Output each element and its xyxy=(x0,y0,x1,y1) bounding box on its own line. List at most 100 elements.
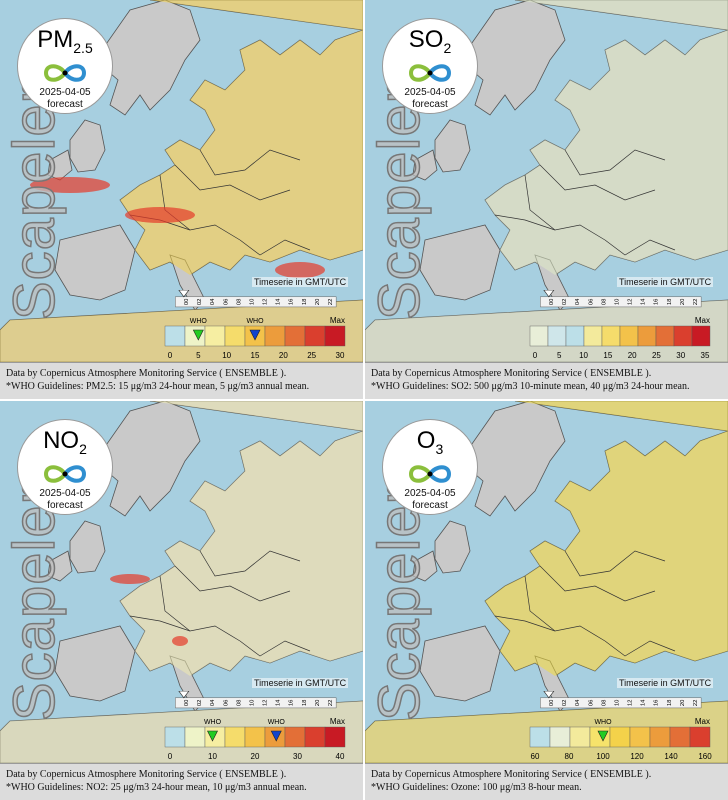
color-scale: Max 0 10 20 30 40 WHO WHO xyxy=(164,717,346,761)
timeline-hour: 14 xyxy=(641,298,647,305)
timeline-hour: 08 xyxy=(601,699,607,706)
who-marker-icon xyxy=(207,730,218,742)
scale-tick-label: 30 xyxy=(336,351,345,360)
caption-source: Data by Copernicus Atmosphere Monitoring… xyxy=(6,368,287,379)
forecast-label: forecast xyxy=(412,98,448,110)
scale-tick-label: 25 xyxy=(307,351,316,360)
hotspot xyxy=(125,207,195,223)
timezone-label: Timeserie in GMT/UTC xyxy=(617,678,714,688)
scale-swatch xyxy=(224,726,246,748)
timeline-hour: 02 xyxy=(197,700,203,707)
timeline-hour: 06 xyxy=(588,699,594,706)
scale-swatch xyxy=(224,325,246,347)
scapeler-watermark: Scapeler xyxy=(366,483,433,721)
color-scale: Max 60 80 100 120 140 160 WHO xyxy=(529,717,712,761)
infinity-logo-icon xyxy=(43,465,87,483)
pollutant-subscript: 2 xyxy=(443,39,452,56)
scale-swatch xyxy=(547,325,567,347)
scale-swatch xyxy=(184,726,206,748)
data-caption: Data by Copernicus Atmosphere Monitoring… xyxy=(365,763,728,800)
land-area xyxy=(412,149,438,181)
panel-so2: Scapeler SO2 2025-04-05 forecast Timeserie i… xyxy=(365,0,728,399)
scale-tick-label: 160 xyxy=(698,752,712,761)
land-area xyxy=(434,520,471,574)
europe-map xyxy=(0,0,363,362)
timeline-hour: 14 xyxy=(641,699,647,706)
pollutant-symbol: NO xyxy=(43,427,80,454)
timeline-hour: 10 xyxy=(249,699,255,706)
scale-tick-label: 10 xyxy=(579,351,588,360)
scale-tick-label: 10 xyxy=(222,351,231,360)
land-area xyxy=(69,119,106,173)
timeline-hour: 14 xyxy=(276,298,282,305)
color-scale: Max 0 5 10 15 20 25 30 35 xyxy=(529,316,711,360)
timeline-hour: 14 xyxy=(276,699,282,706)
country-border xyxy=(604,239,676,256)
scapeler-watermark: Scapeler xyxy=(1,82,68,320)
forecast-label: forecast xyxy=(47,98,83,110)
pollution-overlay xyxy=(485,401,728,676)
color-scale: Max 0 5 10 15 20 25 30 WHO WHO xyxy=(164,316,346,360)
scale-tick-label: 30 xyxy=(676,351,685,360)
timeline-hour: 04 xyxy=(575,298,581,305)
country-border xyxy=(564,550,666,577)
land-area xyxy=(69,520,106,574)
scale-tick-label: 0 xyxy=(168,752,173,761)
timezone-label: Timeserie in GMT/UTC xyxy=(252,277,349,287)
scale-swatch xyxy=(669,726,691,748)
timeline-hour: 00 xyxy=(184,298,190,305)
scale-swatch xyxy=(649,726,671,748)
scale-swatch xyxy=(304,325,326,347)
hotspot xyxy=(172,636,188,646)
pollutant-subscript: 3 xyxy=(435,440,444,457)
land-area xyxy=(412,550,438,582)
pollution-overlay xyxy=(120,0,363,275)
scale-max-label: Max xyxy=(695,717,710,726)
scale-swatch xyxy=(184,325,206,347)
country-border xyxy=(174,565,291,602)
timeline-hour: 20 xyxy=(315,699,321,706)
timeline-hour: 06 xyxy=(588,298,594,305)
scale-max-label: Max xyxy=(330,316,345,325)
scale-tick-label: 20 xyxy=(628,351,637,360)
pollutant-label: SO2 xyxy=(383,27,477,61)
land-area xyxy=(419,625,501,702)
scale-max-label: Max xyxy=(695,316,710,325)
scale-swatch xyxy=(689,726,711,748)
current-time-marker-icon xyxy=(178,691,190,699)
timeline-hour: 16 xyxy=(289,298,295,305)
timeline-hour: 16 xyxy=(289,699,295,706)
scale-swatch xyxy=(601,325,621,347)
panel-o3: Scapeler O3 2025-04-05 forecast Timeserie in… xyxy=(365,401,728,800)
scale-swatch xyxy=(244,726,266,748)
timeline-hour: 10 xyxy=(614,699,620,706)
data-caption: Data by Copernicus Atmosphere Monitoring… xyxy=(365,362,728,399)
scale-tick-label: 100 xyxy=(596,752,610,761)
timeline-hour: 18 xyxy=(667,699,673,706)
timeline-hour: 10 xyxy=(249,298,255,305)
scale-tick-label: 5 xyxy=(557,351,562,360)
forecast-label: forecast xyxy=(412,499,448,511)
pollutant-symbol: PM xyxy=(37,26,74,53)
timeline-hour: 18 xyxy=(302,699,308,706)
who-label: WHO xyxy=(594,719,612,726)
timeline-hour: 02 xyxy=(562,299,568,306)
timeline-hour: 08 xyxy=(236,699,242,706)
timeline-hour: 20 xyxy=(680,298,686,305)
scale-tick-label: 10 xyxy=(208,752,217,761)
scale-swatch xyxy=(324,726,346,748)
scale-swatch xyxy=(529,726,551,748)
timeline-hour: 12 xyxy=(263,299,269,306)
country-border xyxy=(239,640,311,657)
caption-who-guidelines: *WHO Guidelines: PM2.5: 15 μg/m3 24-hour… xyxy=(6,381,310,392)
forecast-label: forecast xyxy=(47,499,83,511)
timeline-hour: 06 xyxy=(223,298,229,305)
caption-source: Data by Copernicus Atmosphere Monitoring… xyxy=(371,769,652,780)
land-area xyxy=(419,224,501,301)
pollution-overlay xyxy=(120,401,363,676)
scale-swatch xyxy=(284,325,306,347)
scale-swatch xyxy=(204,325,226,347)
scale-swatch xyxy=(284,726,306,748)
timeline-hour: 00 xyxy=(549,298,555,305)
scale-swatch xyxy=(637,325,657,347)
